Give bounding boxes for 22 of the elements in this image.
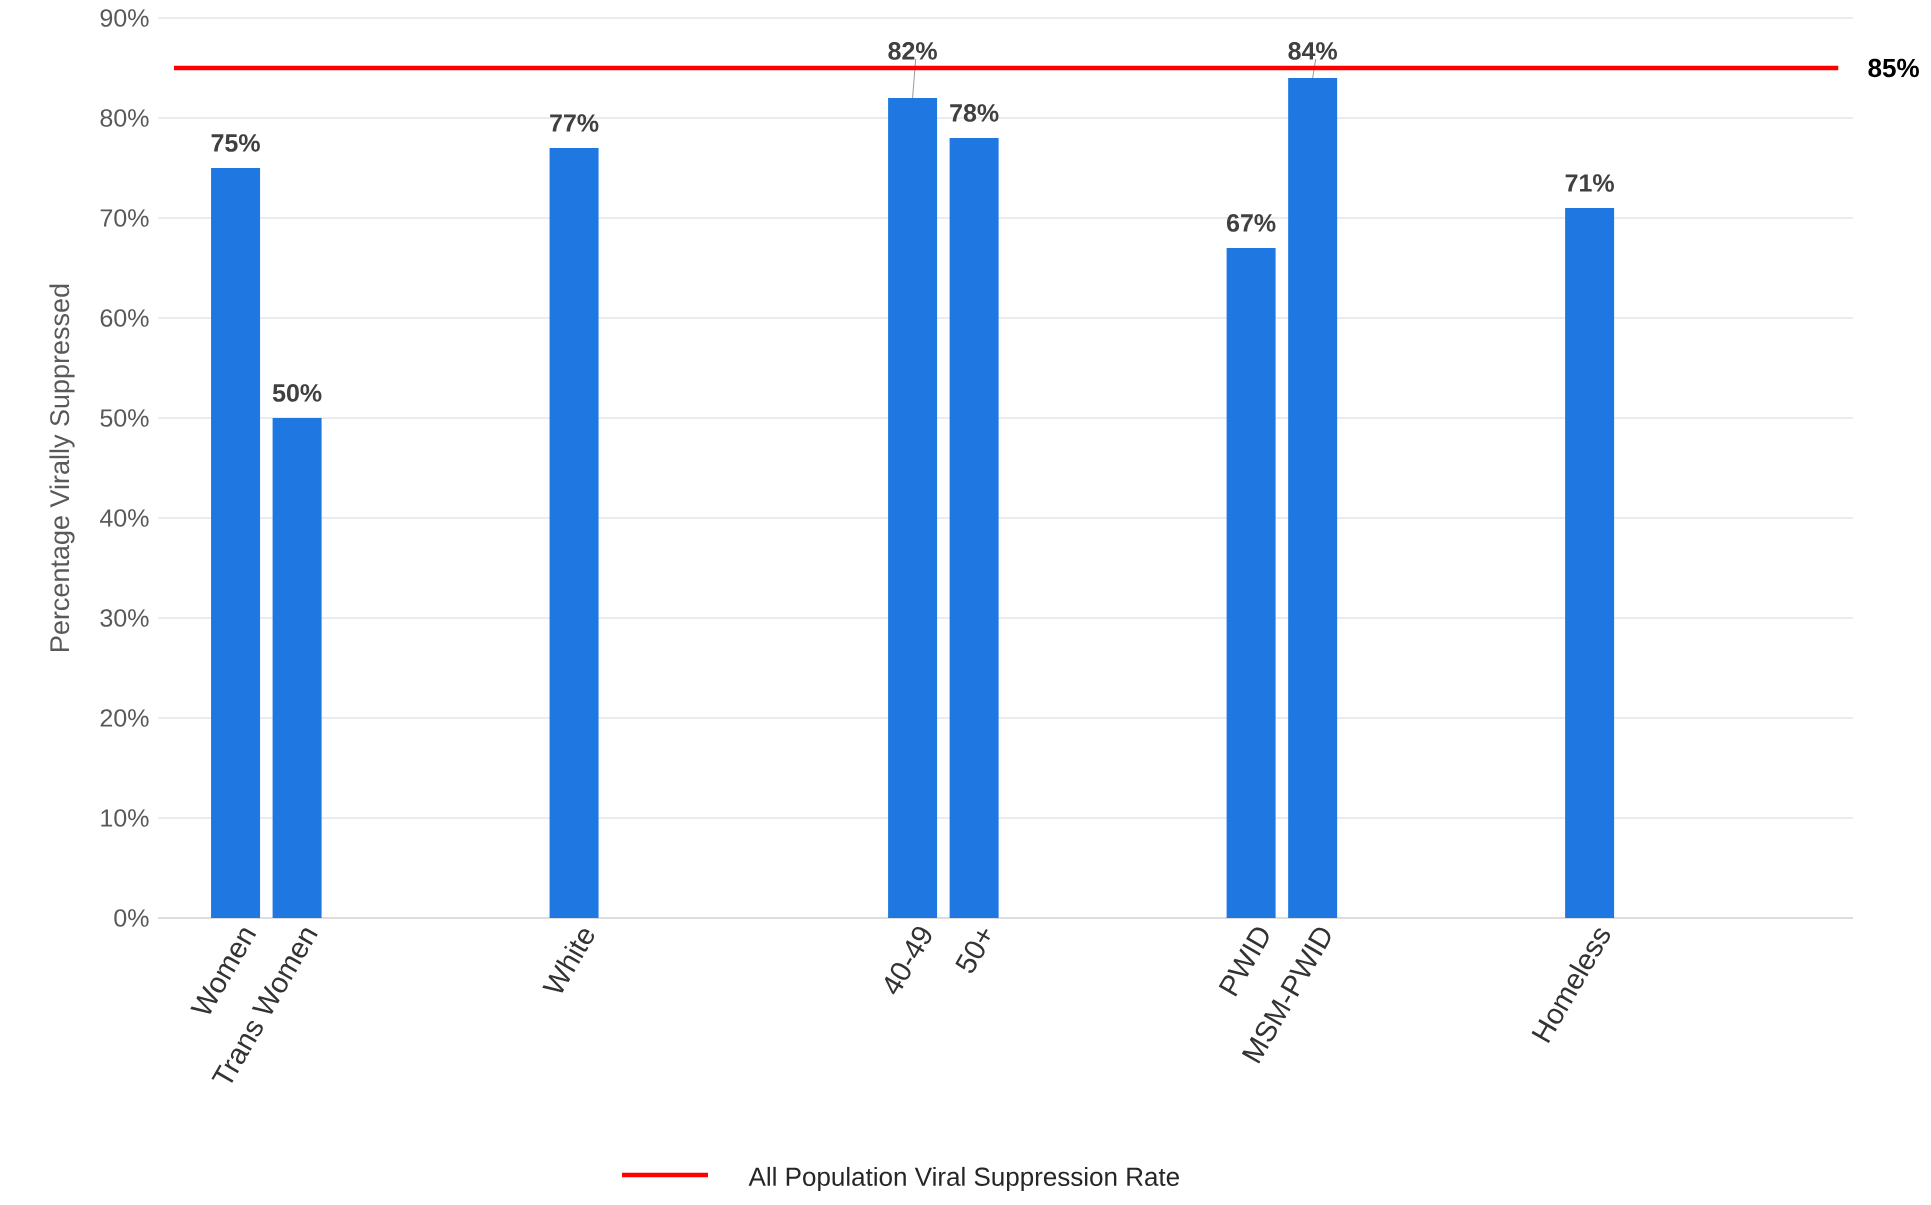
y-tick-label: 40% [100,509,149,527]
y-tick-label: 60% [100,309,149,327]
data-label: 77% [550,114,599,132]
y-tick-label: 0% [114,909,149,927]
x-tick-label: 50+ [955,929,991,973]
data-label: 82% [888,42,937,60]
data-label: 71% [1565,174,1614,192]
y-tick-label: 20% [100,709,149,727]
ref-line-label: 85% [1868,58,1919,78]
data-label: 75% [211,134,260,152]
y-tick-label: 10% [101,809,149,827]
data-label: 50% [272,384,322,402]
y-tick-label: 50% [100,409,149,427]
y-tick-label: 80% [100,109,149,127]
y-tick-label: 30% [100,609,149,627]
data-label: 67% [1227,214,1276,232]
y-tick-label: 70% [100,209,149,227]
data-label: 78% [950,104,999,122]
y-axis-title: Percentage Virally Suppressed [49,284,75,651]
y-tick-label: 90% [100,9,149,27]
text: All Population Viral Suppression Rate [748,1166,1179,1192]
data-label: 84% [1288,42,1337,60]
